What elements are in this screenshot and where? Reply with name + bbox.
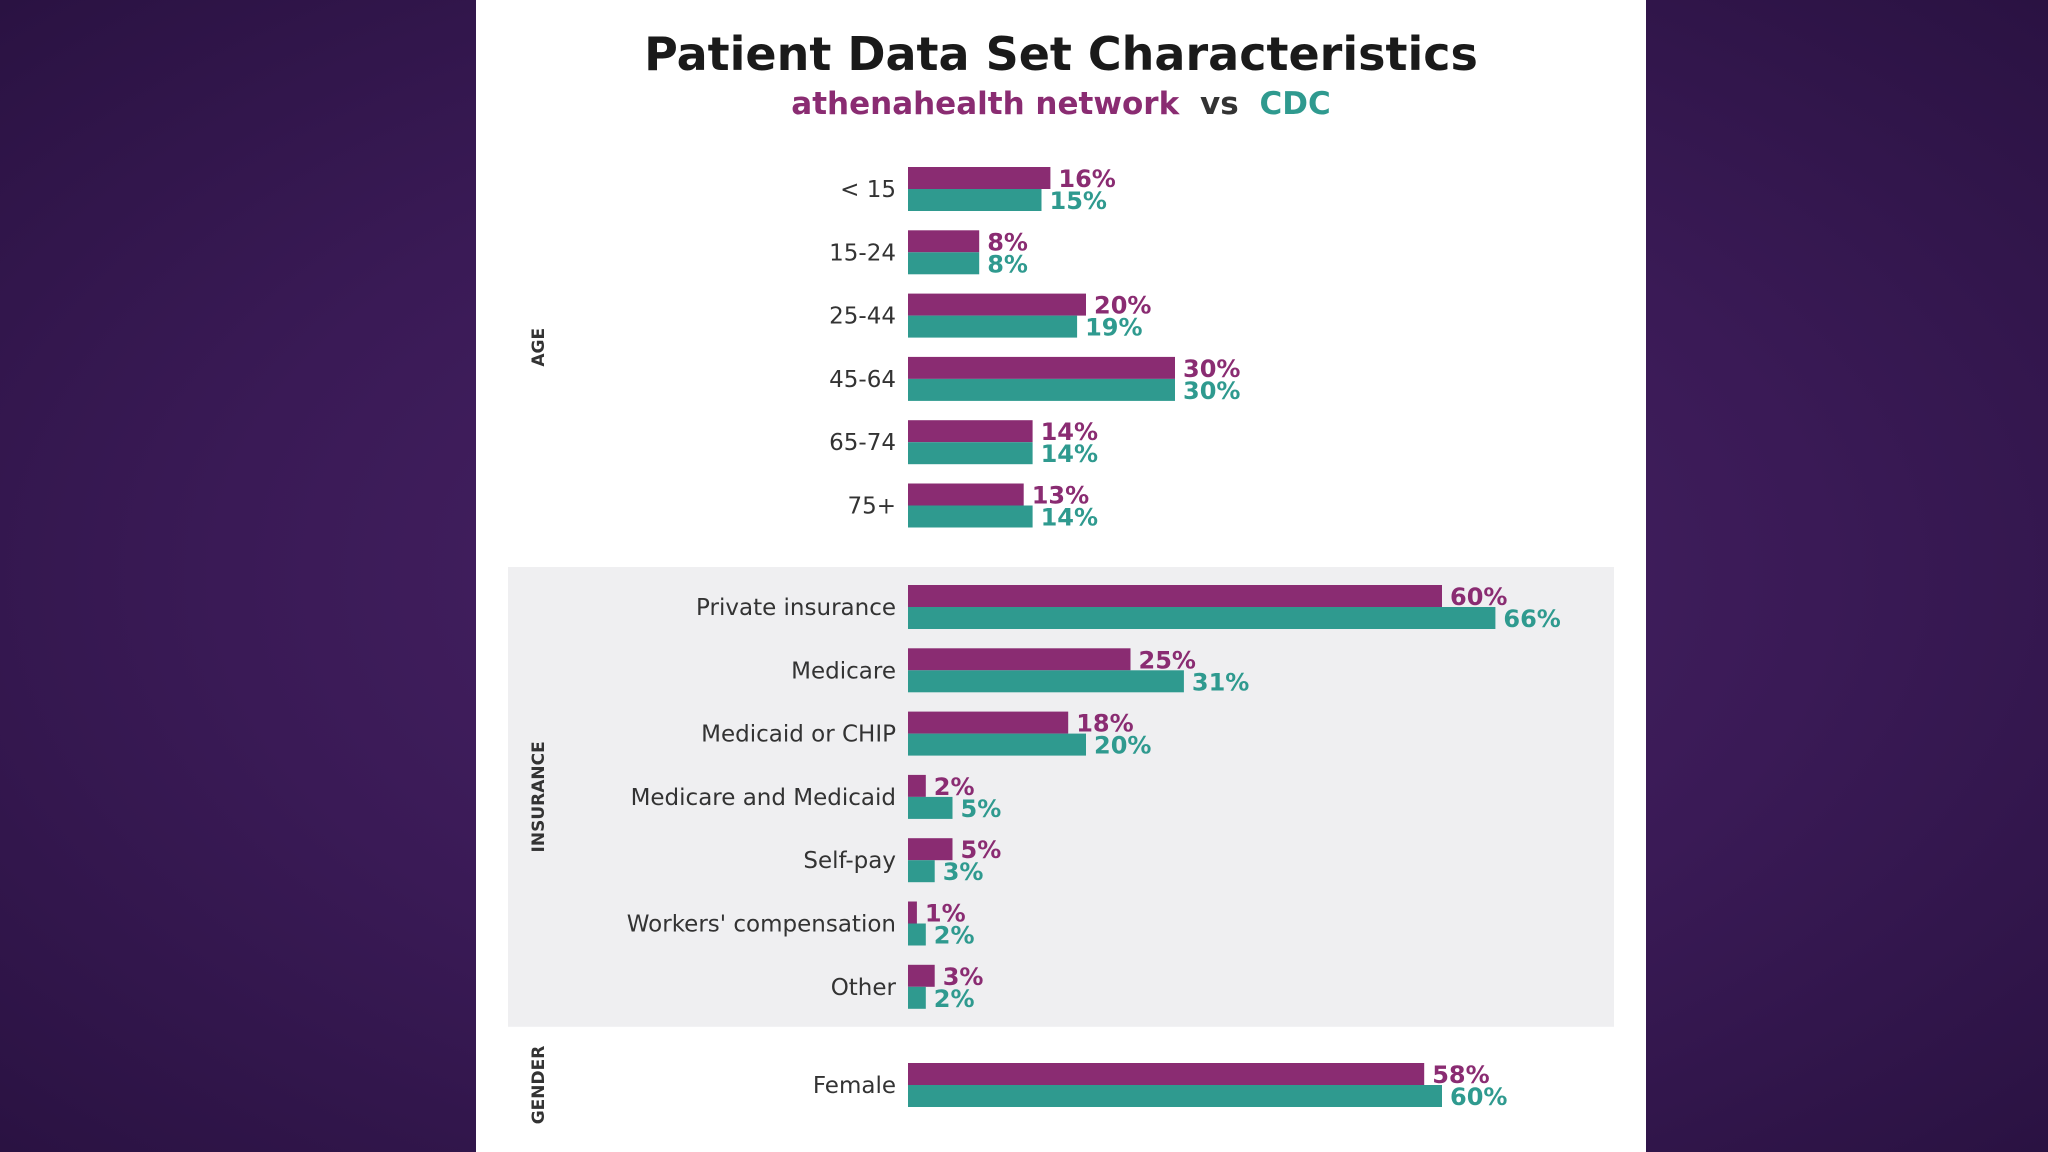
value-label-age-15-24-cdc: 8% <box>987 250 1028 278</box>
category-label-45-64: 45-64 <box>829 367 896 393</box>
value-label-insurance-workers-compensation-athena: 1% <box>925 900 966 928</box>
value-label-insurance-medicare-and-medicaid-athena: 2% <box>934 773 975 801</box>
bar-insurance-other-athena <box>908 964 935 987</box>
chart-title: Patient Data Set Characteristics <box>644 27 1478 81</box>
bar-insurance-workers-compensation-athena <box>908 901 917 924</box>
value-label-insurance-self-pay-cdc: 3% <box>943 858 984 886</box>
value-label-insurance-other-athena: 3% <box>943 963 984 991</box>
value-label-age-75-cdc: 14% <box>1041 504 1098 532</box>
value-label-insurance-medicaid-or-chip-cdc: 20% <box>1094 732 1151 760</box>
value-label-age-45-64-cdc: 30% <box>1183 377 1240 405</box>
bar-insurance-self-pay-athena <box>908 838 953 861</box>
category-label-medicaid-or-chip: Medicaid or CHIP <box>701 722 896 748</box>
chart-panel: Patient Data Set Characteristics athenah… <box>476 0 1646 1152</box>
category-label-female: Female <box>813 1073 896 1099</box>
category-label-medicare: Medicare <box>791 658 896 684</box>
bar-age-65-74-cdc <box>908 442 1033 465</box>
bar-insurance-medicaid-or-chip-cdc <box>908 733 1086 756</box>
value-label-insurance-private-insurance-athena: 60% <box>1450 583 1507 611</box>
value-label-insurance-workers-compensation-cdc: 2% <box>934 922 975 950</box>
group-label-insurance: INSURANCE <box>529 741 549 852</box>
value-label-age-65-74-athena: 14% <box>1041 418 1098 446</box>
bar-gender-female-athena <box>908 1063 1425 1085</box>
category-label-medicare-and-medicaid: Medicare and Medicaid <box>631 785 896 811</box>
bar-insurance-medicaid-or-chip-athena <box>908 711 1069 734</box>
subtitle-athena: athenahealth network <box>791 86 1180 122</box>
value-label-age-15-athena: 16% <box>1058 165 1115 193</box>
category-label-private-insurance: Private insurance <box>696 595 896 621</box>
bar-age-25-44-cdc <box>908 315 1078 338</box>
subtitle-vs: vs <box>1200 86 1239 122</box>
value-label-age-25-44-athena: 20% <box>1094 292 1151 320</box>
patient-data-chart: Patient Data Set Characteristics athenah… <box>508 27 1614 1125</box>
category-label-25-44: 25-44 <box>829 304 896 330</box>
bar-insurance-workers-compensation-cdc <box>908 923 926 946</box>
group-label-age: AGE <box>529 328 549 367</box>
bar-age-45-64-cdc <box>908 378 1175 401</box>
bar-insurance-private-insurance-cdc <box>908 607 1496 629</box>
value-label-insurance-medicare-cdc: 31% <box>1192 668 1249 696</box>
bar-age-15-cdc <box>908 189 1042 211</box>
value-label-gender-female-athena: 58% <box>1432 1061 1489 1089</box>
value-label-insurance-medicaid-or-chip-athena: 18% <box>1076 710 1133 738</box>
category-label-75: 75+ <box>847 494 896 520</box>
category-label-self-pay: Self-pay <box>803 848 896 874</box>
value-label-age-15-24-athena: 8% <box>987 228 1028 256</box>
subtitle-cdc: CDC <box>1259 86 1330 122</box>
value-label-insurance-medicare-and-medicaid-cdc: 5% <box>961 795 1002 823</box>
bar-gender-female-cdc <box>908 1085 1442 1107</box>
value-label-age-15-cdc: 15% <box>1050 187 1107 215</box>
value-label-insurance-other-cdc: 2% <box>934 985 975 1013</box>
bar-insurance-medicare-cdc <box>908 670 1184 693</box>
bar-insurance-medicare-and-medicaid-athena <box>908 774 926 797</box>
bar-age-75-athena <box>908 483 1024 506</box>
chart-subtitle: athenahealth network vs CDC <box>791 86 1330 122</box>
bar-insurance-self-pay-cdc <box>908 860 935 883</box>
bar-age-15-24-cdc <box>908 252 980 275</box>
group-band-insurance <box>508 567 1614 1027</box>
category-label-65-74: 65-74 <box>829 430 896 456</box>
value-label-insurance-self-pay-athena: 5% <box>961 836 1002 864</box>
bar-age-15-athena <box>908 167 1051 189</box>
category-label-other: Other <box>831 975 897 1001</box>
value-label-gender-female-cdc: 60% <box>1450 1083 1507 1111</box>
value-label-age-75-athena: 13% <box>1032 482 1089 510</box>
value-label-age-45-64-athena: 30% <box>1183 355 1240 383</box>
group-label-gender: GENDER <box>529 1046 549 1125</box>
bar-insurance-private-insurance-athena <box>908 585 1442 607</box>
value-label-insurance-private-insurance-cdc: 66% <box>1503 605 1560 633</box>
bar-insurance-other-cdc <box>908 986 926 1009</box>
bar-insurance-medicare-and-medicaid-cdc <box>908 796 953 819</box>
value-label-age-25-44-cdc: 19% <box>1085 314 1142 342</box>
bar-age-25-44-athena <box>908 293 1086 316</box>
category-label-15-24: 15-24 <box>829 240 896 266</box>
bar-age-65-74-athena <box>908 420 1033 443</box>
bar-age-75-cdc <box>908 505 1033 528</box>
category-label-workers-compensation: Workers' compensation <box>627 912 896 938</box>
bar-insurance-medicare-athena <box>908 648 1131 671</box>
value-label-age-65-74-cdc: 14% <box>1041 440 1098 468</box>
bar-age-45-64-athena <box>908 356 1175 379</box>
category-label-15: < 15 <box>840 177 896 203</box>
bar-age-15-24-athena <box>908 230 980 253</box>
value-label-insurance-medicare-athena: 25% <box>1139 646 1196 674</box>
